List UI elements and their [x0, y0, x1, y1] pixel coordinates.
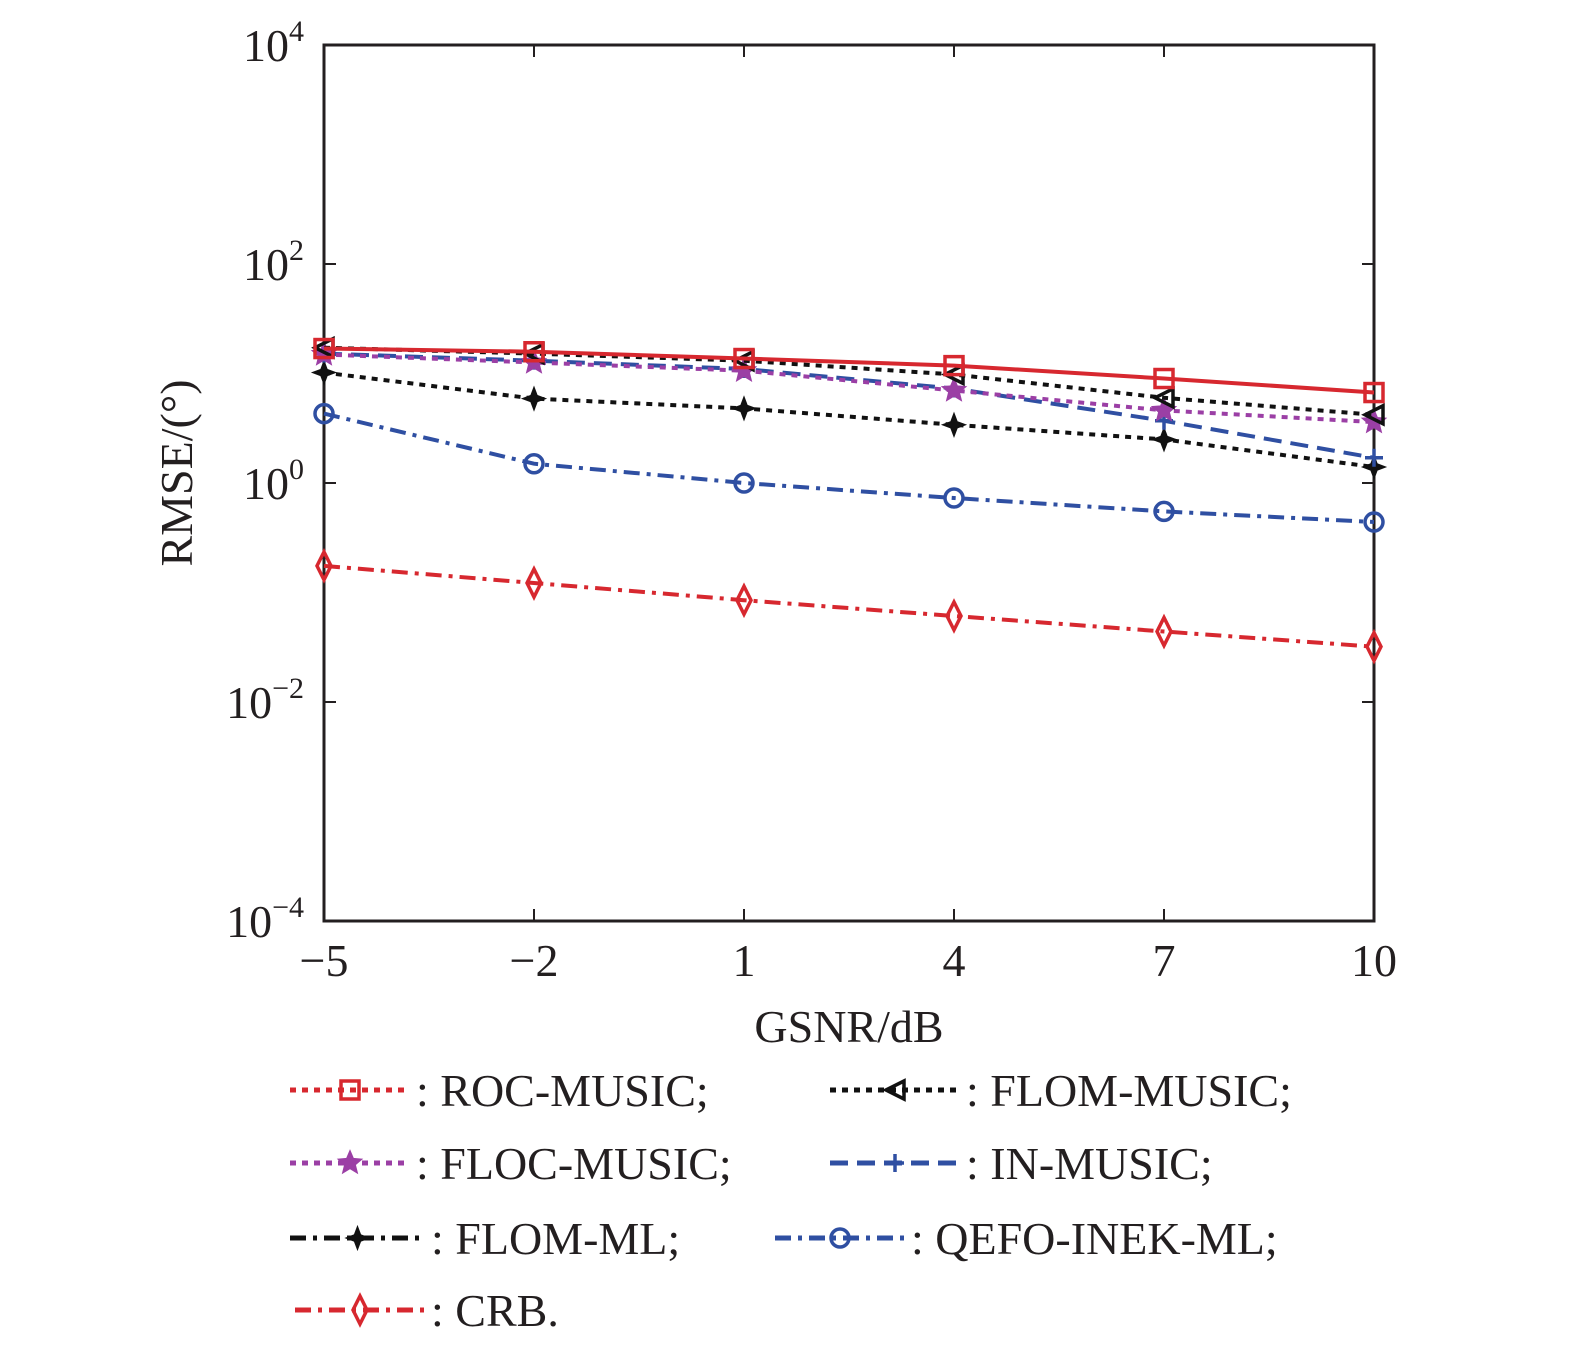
- data-point-flom-ml: [1360, 453, 1388, 481]
- y-tick-label: 102: [243, 234, 304, 290]
- series-line-qefo-inek-ml: [323, 411, 1375, 524]
- series-line-in-music: [323, 351, 1375, 460]
- series-line-floc-music: [323, 352, 1375, 425]
- data-point-qefo-inek-ml: [733, 472, 755, 494]
- data-point-crb: [735, 582, 753, 619]
- data-point-flom-music: [1361, 402, 1385, 427]
- data-point-crb: [315, 547, 333, 584]
- x-tick-label: 10: [1351, 935, 1397, 986]
- legend-item-crb: : CRB.: [295, 1285, 559, 1336]
- data-point-qefo-inek-ml: [313, 402, 335, 425]
- data-point-roc-music: [1363, 381, 1385, 404]
- data-point-roc-music: [943, 354, 965, 377]
- x-tick-label: −5: [300, 935, 349, 986]
- legend-swatch-marker: [886, 1154, 904, 1172]
- series-line-crb: [323, 563, 1375, 649]
- x-tick-label: −2: [510, 935, 559, 986]
- y-tick-label: 10−2: [226, 672, 304, 728]
- legend-swatch-marker: [344, 1224, 371, 1252]
- data-point-crb: [525, 565, 543, 601]
- legend-item-qefo-inek-ml: : QEFO-INEK-ML;: [775, 1213, 1278, 1264]
- series-crb: [315, 547, 1383, 665]
- series-line-flom-music: [323, 345, 1375, 417]
- data-point-crb: [1365, 628, 1383, 665]
- legend-swatch-marker: [336, 1149, 364, 1175]
- legend-label: : FLOC-MUSIC;: [416, 1138, 732, 1189]
- plot-area: 104 102 100 10−2 10−4 −5 −2 1 4 7 10: [226, 15, 1397, 986]
- legend-item-floc-music: : FLOC-MUSIC;: [290, 1138, 732, 1189]
- legend-label: : IN-MUSIC;: [966, 1138, 1213, 1189]
- series-line-flom-ml: [323, 370, 1375, 469]
- legend-label: : ROC-MUSIC;: [416, 1065, 709, 1116]
- data-point-flom-music: [1151, 385, 1175, 410]
- series-line-roc-music: [323, 346, 1375, 395]
- data-point-flom-ml: [520, 385, 548, 412]
- data-point-qefo-inek-ml: [943, 487, 965, 509]
- legend-label: : FLOM-ML;: [431, 1213, 680, 1264]
- x-tick-label: 1: [733, 935, 756, 986]
- series-flom-ml: [310, 359, 1388, 481]
- data-point-crb: [945, 598, 963, 634]
- data-point-flom-ml: [310, 359, 338, 386]
- legend: : ROC-MUSIC; : FLOM-MUSIC; : FLOC-MUSIC; : …: [290, 1065, 1292, 1336]
- data-point-qefo-inek-ml: [523, 452, 545, 475]
- legend-swatch-marker: [351, 1292, 369, 1328]
- y-tick-label: 104: [243, 15, 304, 71]
- data-point-in-music: [1365, 448, 1383, 467]
- data-point-qefo-inek-ml: [1153, 500, 1175, 523]
- y-tick-label: 10−4: [226, 891, 304, 947]
- legend-item-flom-music: : FLOM-MUSIC;: [830, 1065, 1292, 1116]
- data-point-qefo-inek-ml: [1363, 511, 1385, 533]
- data-point-roc-music: [733, 347, 755, 370]
- data-point-roc-music: [1153, 367, 1175, 390]
- legend-swatch-marker: [882, 1078, 906, 1102]
- series-roc-music: [313, 337, 1385, 404]
- data-point-roc-music: [313, 337, 335, 360]
- legend-label: : FLOM-MUSIC;: [966, 1065, 1292, 1116]
- data-point-flom-ml: [940, 411, 968, 438]
- y-axis-ticks: 104 102 100 10−2 10−4: [226, 15, 1374, 947]
- y-axis-label: RMSE/(°): [151, 379, 202, 566]
- x-tick-label: 4: [943, 935, 966, 986]
- legend-item-roc-music: : ROC-MUSIC;: [290, 1065, 709, 1116]
- x-tick-label: 7: [1153, 935, 1176, 986]
- plot-frame: [322, 43, 1376, 923]
- legend-swatch-marker: [339, 1079, 361, 1101]
- legend-item-in-music: : IN-MUSIC;: [830, 1138, 1213, 1189]
- series-floc-music: [310, 340, 1388, 434]
- legend-label: : QEFO-INEK-ML;: [911, 1213, 1278, 1264]
- data-point-floc-music: [940, 376, 968, 402]
- series-qefo-inek-ml: [313, 402, 1385, 533]
- legend-label: : CRB.: [431, 1285, 559, 1336]
- y-tick-label: 100: [243, 453, 304, 509]
- legend-swatch-marker: [829, 1227, 851, 1249]
- legend-item-flom-ml: : FLOM-ML;: [290, 1213, 680, 1264]
- series-layer: [310, 335, 1388, 665]
- data-point-flom-ml: [730, 395, 758, 422]
- x-axis-label: GSNR/dB: [754, 1001, 943, 1052]
- data-point-flom-ml: [1150, 426, 1178, 453]
- data-point-crb: [1155, 613, 1173, 650]
- data-point-roc-music: [523, 340, 545, 363]
- x-axis-ticks: −5 −2 1 4 7 10: [300, 45, 1397, 986]
